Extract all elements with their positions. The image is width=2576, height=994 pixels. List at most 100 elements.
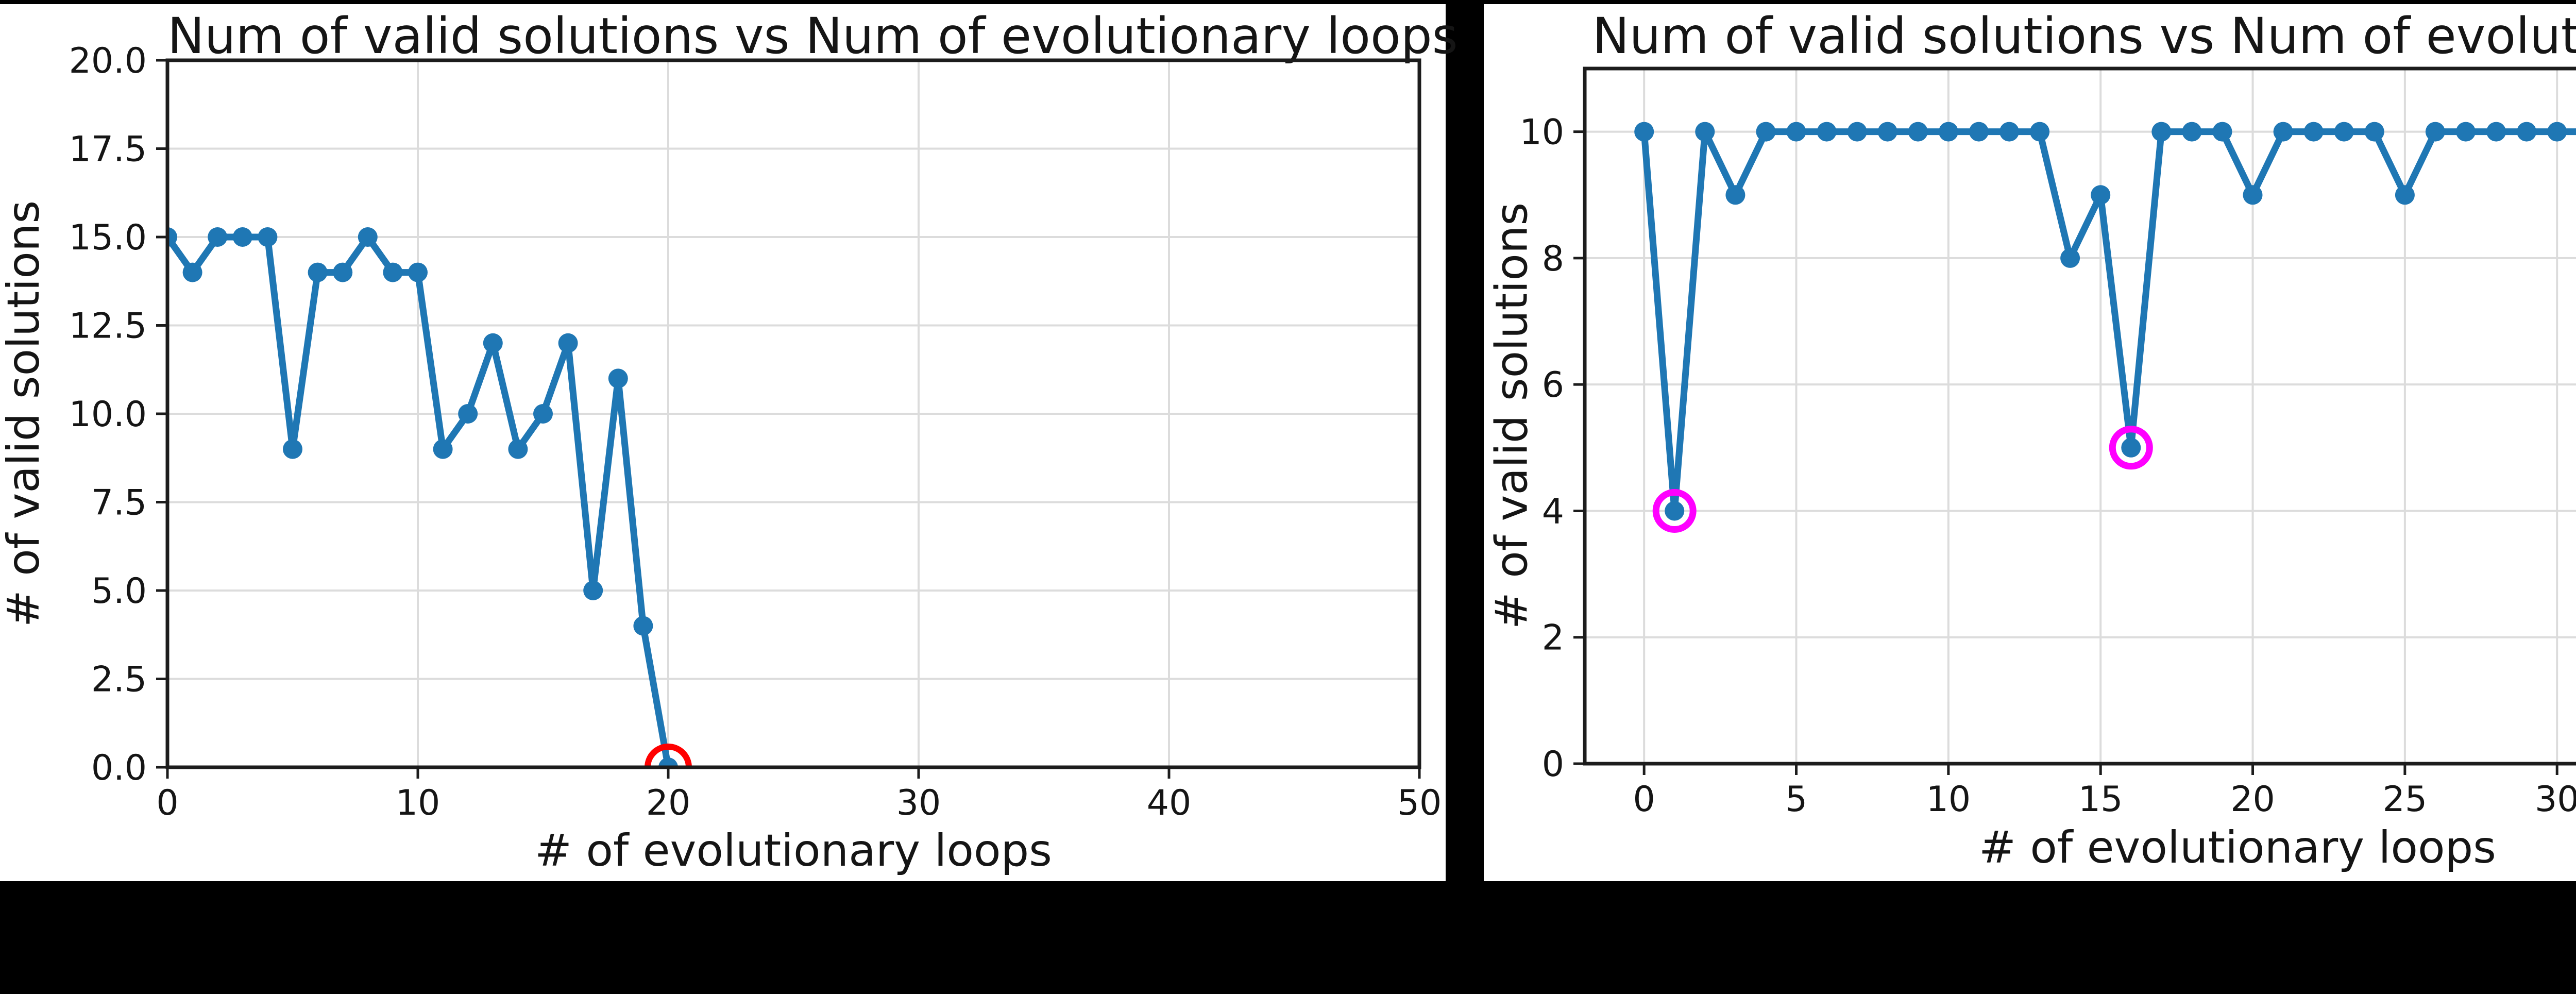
data-point <box>2395 185 2415 205</box>
data-point <box>283 439 302 459</box>
tick-labels: 0 10 20 30 40 50 0.0 2.5 5.0 7.5 10.0 12.5 15.0 17.5 2… <box>69 41 1442 823</box>
y-tick-label: 5.0 <box>91 571 147 612</box>
data-point <box>1786 122 1806 142</box>
data-point <box>658 757 678 767</box>
y-tick-label: 12.5 <box>69 306 147 347</box>
data-point <box>2121 437 2141 458</box>
tick-marks <box>1573 130 2558 775</box>
data-point <box>1847 122 1867 142</box>
x-axis-label: # of evolutionary loops <box>1979 822 2496 873</box>
data-point <box>1999 122 2019 142</box>
data-point <box>1756 122 1776 142</box>
data-point <box>1938 122 1958 142</box>
line-series <box>1634 122 2576 533</box>
data-point <box>433 439 453 459</box>
data-point <box>2030 122 2050 142</box>
x-tick-label: 5 <box>1785 779 1807 820</box>
data-point <box>232 227 252 247</box>
x-tick-label: 10 <box>396 783 440 823</box>
plot-area-left: 0 10 20 30 40 50 0.0 2.5 5.0 7.5 10.0 12.5 15.0 17.5 2… <box>69 41 1442 823</box>
y-tick-label: 0 <box>1542 744 1564 785</box>
data-point <box>1908 122 1928 142</box>
data-point <box>2517 122 2537 142</box>
data-point <box>2182 122 2202 142</box>
data-point <box>2091 185 2111 205</box>
x-tick-label: 30 <box>2535 779 2576 820</box>
x-tick-label: 40 <box>1147 783 1192 823</box>
tick-labels: 05101520253035400246810 <box>1519 112 2576 820</box>
plot-area-right: 05101520253035400246810 <box>1519 66 2576 820</box>
data-point <box>333 262 353 282</box>
x-tick-label: 25 <box>2383 779 2428 820</box>
axes-spines <box>1583 66 2576 766</box>
data-point <box>2060 248 2080 268</box>
highlight-ring <box>2109 426 2153 470</box>
highlight-ring <box>1652 489 1697 533</box>
y-tick-label: 0.0 <box>91 748 147 788</box>
y-tick-label: 10 <box>1519 112 1564 153</box>
data-point <box>2151 122 2172 142</box>
data-point <box>483 333 503 353</box>
data-point <box>408 262 428 282</box>
y-tick-label: 20.0 <box>69 41 147 81</box>
y-tick-label: 2.5 <box>91 660 147 700</box>
y-tick-label: 17.5 <box>69 129 147 170</box>
x-tick-label: 30 <box>896 783 941 823</box>
data-point <box>2243 185 2263 205</box>
y-tick-label: 6 <box>1542 365 1564 406</box>
y-tick-label: 8 <box>1542 239 1564 279</box>
y-tick-label: 15.0 <box>69 217 147 258</box>
x-tick-label: 20 <box>2230 779 2275 820</box>
data-point <box>2334 122 2354 142</box>
data-point <box>558 333 578 353</box>
data-point <box>583 581 603 600</box>
data-point <box>533 404 553 424</box>
highlight-ring <box>645 744 692 767</box>
line-series <box>167 227 692 767</box>
y-tick-label: 7.5 <box>91 483 147 524</box>
x-tick-label: 0 <box>1633 779 1655 820</box>
x-tick-label: 50 <box>1397 783 1442 823</box>
data-point <box>1725 185 1745 205</box>
data-point <box>167 227 177 247</box>
chart-panel-left: Num of valid solutions vs Num of evoluti… <box>0 4 1458 881</box>
chart-title: Num of valid solutions vs Num of evoluti… <box>167 7 1458 65</box>
data-point <box>1817 122 1837 142</box>
data-point <box>358 227 378 247</box>
data-point <box>2425 122 2445 142</box>
data-point <box>1634 122 1654 142</box>
y-tick-label: 10.0 <box>69 394 147 435</box>
data-point <box>308 262 328 282</box>
gridlines <box>167 60 1420 767</box>
data-point <box>1695 122 1715 142</box>
data-point <box>2303 122 2324 142</box>
data-point <box>2273 122 2293 142</box>
chart-panel-right: Num of valid solutions vs Num of evoluti… <box>1484 4 2576 881</box>
data-point <box>458 404 478 424</box>
data-point <box>258 227 278 247</box>
y-tick-label: 4 <box>1542 491 1564 532</box>
series-line <box>1640 128 2576 514</box>
data-point <box>2486 122 2506 142</box>
data-point <box>2456 122 2476 142</box>
data-point <box>182 262 202 282</box>
x-tick-label: 0 <box>156 783 178 823</box>
x-tick-label: 20 <box>646 783 691 823</box>
data-point <box>383 262 403 282</box>
data-point <box>633 616 653 636</box>
x-tick-label: 10 <box>1926 779 1971 820</box>
x-axis-label: # of evolutionary loops <box>535 825 1052 877</box>
y-tick-label: 2 <box>1542 618 1564 659</box>
data-point <box>208 227 228 247</box>
axes-spines <box>165 58 1421 769</box>
data-point <box>2364 122 2384 142</box>
tick-marks <box>156 59 1421 779</box>
data-point <box>508 439 528 459</box>
chart-title: Num of valid solutions vs Num of evoluti… <box>1592 7 2576 65</box>
data-point <box>2212 122 2232 142</box>
data-point <box>1969 122 1989 142</box>
x-tick-label: 15 <box>2078 779 2123 820</box>
data-point <box>608 368 628 389</box>
data-point <box>2547 122 2567 142</box>
